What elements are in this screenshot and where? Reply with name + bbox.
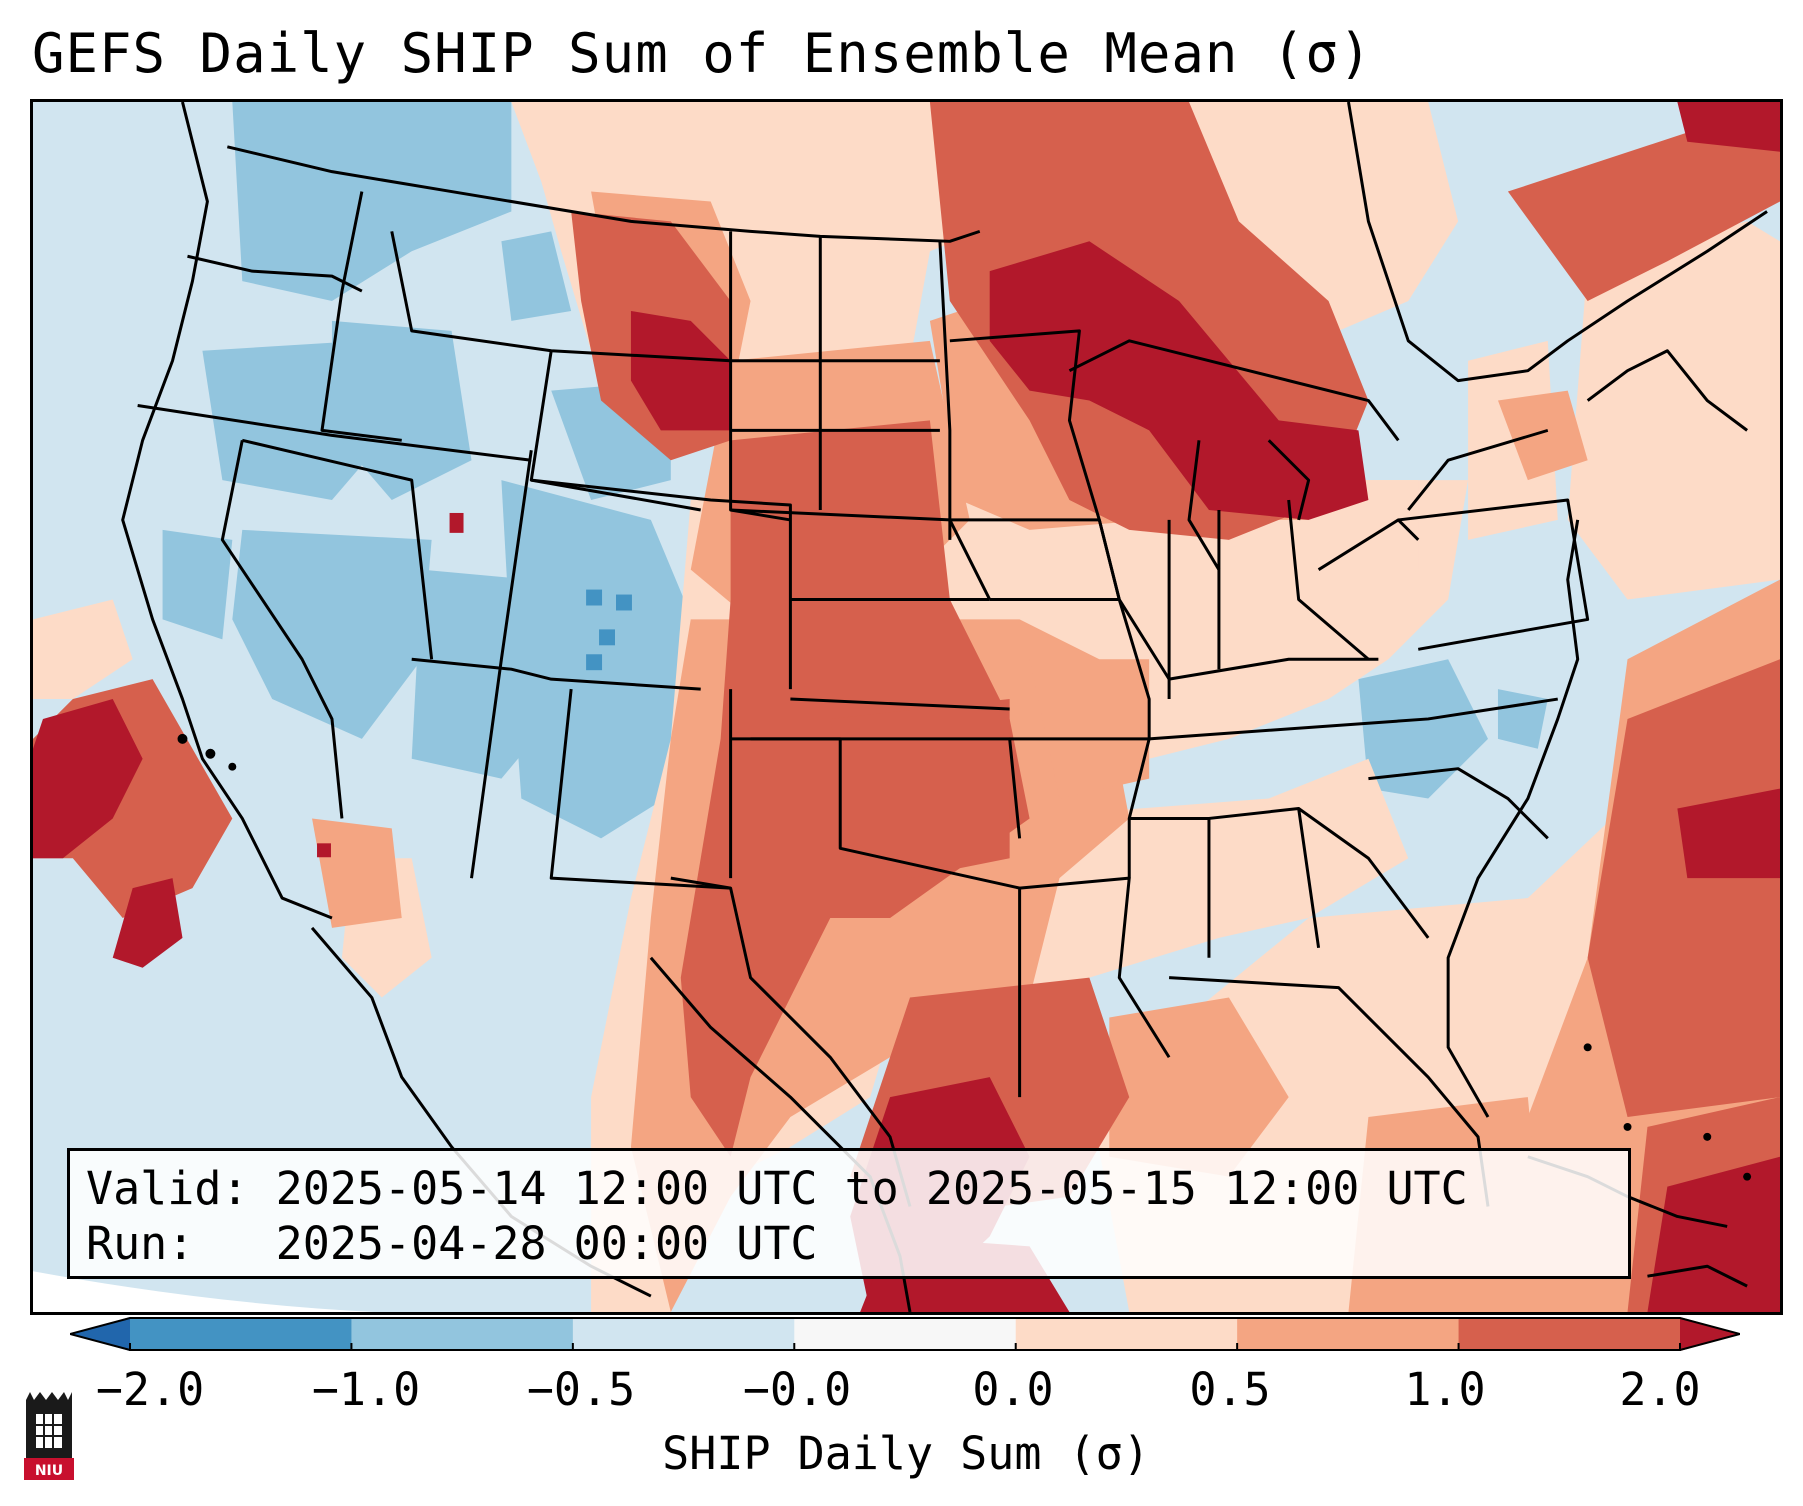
valid-value: 2025-05-14 12:00 UTC to 2025-05-15 12:00…: [275, 1162, 1468, 1215]
logo-text: NIU: [35, 1463, 63, 1479]
colorbar-bin: [1237, 1317, 1460, 1351]
colorbar-tick-label: 1.0: [1404, 1363, 1486, 1416]
colorbar-tick-label: −1.0: [311, 1363, 421, 1416]
strong-negative-patches: [586, 589, 632, 671]
colorbar-label: SHIP Daily Sum (σ): [662, 1427, 1150, 1480]
projection-edge-left: [33, 1271, 592, 1312]
colorbar-bin: [794, 1317, 1017, 1351]
run-label: Run:: [86, 1217, 195, 1270]
colorbar-tick-label: 2.0: [1619, 1363, 1701, 1416]
university-seal-icon: NIU: [22, 1390, 76, 1482]
colorbar-bin: [572, 1317, 795, 1351]
colorbar-tick-label: −0.0: [742, 1363, 852, 1416]
colorbar-bin: [351, 1317, 574, 1351]
colorbar-extend-high: [1680, 1317, 1740, 1351]
run-value: 2025-04-28 00:00 UTC: [275, 1217, 818, 1270]
valid-label: Valid:: [86, 1162, 249, 1215]
colorbar-bin: [1458, 1317, 1681, 1351]
colorbar-tick-label: −2.0: [95, 1363, 205, 1416]
valid-run-info-box: Valid: 2025-05-14 12:00 UTC to 2025-05-1…: [67, 1148, 1631, 1279]
map-title: GEFS Daily SHIP Sum of Ensemble Mean (σ): [32, 22, 1373, 85]
small-islands: [177, 733, 1752, 1181]
colorbar-tick-label: 0.0: [972, 1363, 1054, 1416]
colorbar-tick-label: 0.5: [1189, 1363, 1271, 1416]
colorbar-extend-low: [70, 1317, 130, 1351]
colorbar-graphic: [66, 1317, 1744, 1351]
colorbar-bin: [130, 1317, 352, 1351]
map-panel[interactable]: [30, 99, 1783, 1315]
shaded-map: [33, 102, 1780, 1312]
colorbar: [66, 1317, 1744, 1351]
colorbar-bin: [1015, 1317, 1238, 1351]
colorbar-tick-label: −0.5: [526, 1363, 636, 1416]
